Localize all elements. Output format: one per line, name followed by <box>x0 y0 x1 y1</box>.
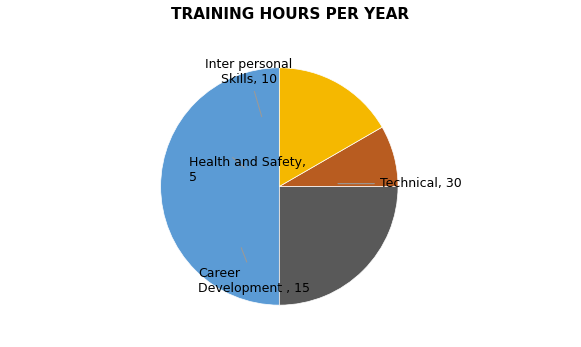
Wedge shape <box>279 127 398 186</box>
Text: Career
Development , 15: Career Development , 15 <box>198 248 310 295</box>
Wedge shape <box>279 186 398 305</box>
Text: Technical, 30: Technical, 30 <box>338 177 462 190</box>
Title: TRAINING HOURS PER YEAR: TRAINING HOURS PER YEAR <box>171 7 410 22</box>
Wedge shape <box>279 68 382 186</box>
Text: Health and Safety,
5: Health and Safety, 5 <box>189 156 306 184</box>
Wedge shape <box>160 68 279 305</box>
Text: Inter personal
Skills, 10: Inter personal Skills, 10 <box>205 58 292 117</box>
